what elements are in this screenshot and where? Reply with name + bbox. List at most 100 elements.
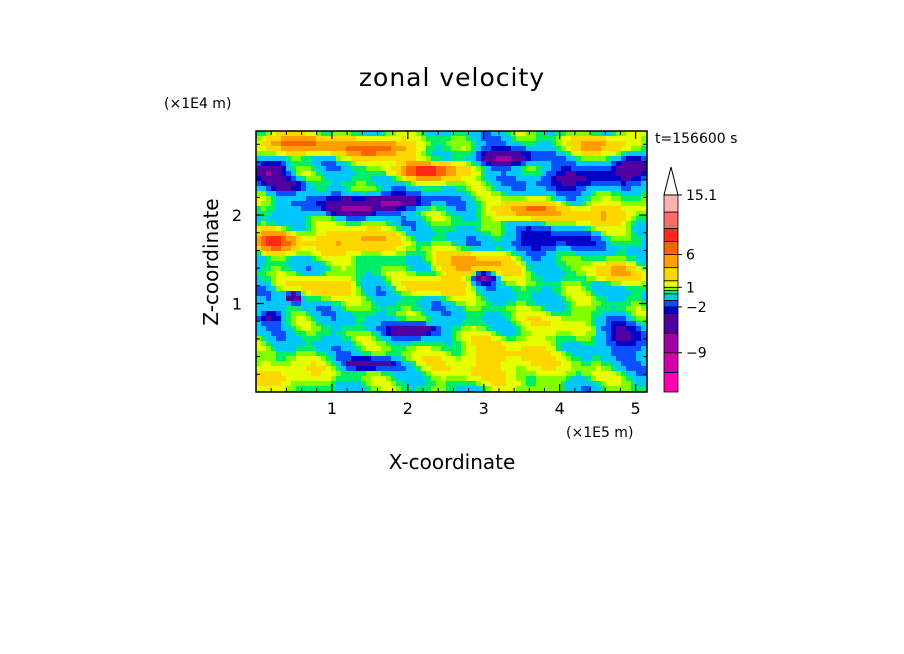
heat-cell [586, 291, 592, 297]
heat-cell [261, 256, 267, 262]
heat-cell [441, 261, 447, 267]
heat-cell [571, 166, 577, 172]
heat-cell [616, 156, 622, 162]
heat-cell [431, 386, 437, 392]
heat-cell [486, 266, 492, 272]
heat-cell [306, 376, 312, 382]
heat-cell [631, 316, 637, 322]
heat-cell [561, 366, 567, 372]
heat-cell [366, 386, 372, 392]
heat-cell [301, 166, 307, 172]
heat-cell [441, 191, 447, 197]
heat-cell [431, 176, 437, 182]
heat-cell [506, 331, 512, 337]
heat-cell [461, 281, 467, 287]
heat-cell [441, 291, 447, 297]
heat-cell [521, 301, 527, 307]
heat-cell [451, 221, 457, 227]
heat-cell [331, 166, 337, 172]
heat-cell [286, 321, 292, 327]
heat-cell [406, 156, 412, 162]
heat-cell [616, 221, 622, 227]
heat-cell [501, 326, 507, 332]
heat-cell [371, 266, 377, 272]
heat-cell [371, 256, 377, 262]
heat-cell [481, 246, 487, 252]
colorbar-band [663, 371, 679, 393]
heat-cell [421, 296, 427, 302]
heat-cell [426, 306, 432, 312]
heat-cell [521, 161, 527, 167]
heat-cell [356, 171, 362, 177]
heat-cell [586, 306, 592, 312]
heat-cell [521, 181, 527, 187]
heat-cell [366, 361, 372, 367]
heat-cell [326, 351, 332, 357]
heat-cell [291, 376, 297, 382]
heat-cell [266, 351, 272, 357]
heat-cell [466, 221, 472, 227]
heat-cell [631, 161, 637, 167]
heat-cell [261, 281, 267, 287]
heat-cell [356, 376, 362, 382]
heat-cell [346, 196, 352, 202]
heat-cell [561, 276, 567, 282]
heat-cell [641, 226, 647, 232]
heat-cell [396, 326, 402, 332]
heat-cell [541, 341, 547, 347]
heat-cell [451, 156, 457, 162]
heat-cell [381, 266, 387, 272]
heat-cell [351, 141, 357, 147]
heat-cell [471, 141, 477, 147]
heat-cell [301, 366, 307, 372]
heat-cell [326, 276, 332, 282]
heat-cell [591, 331, 597, 337]
heat-cell [636, 216, 642, 222]
heat-cell [401, 311, 407, 317]
heat-cell [641, 201, 647, 207]
heat-cell [356, 291, 362, 297]
heat-cell [276, 231, 282, 237]
heat-cell [526, 376, 532, 382]
heat-cell [556, 266, 562, 272]
heat-cell [356, 366, 362, 372]
heat-cell [376, 346, 382, 352]
heat-cell [261, 246, 267, 252]
heat-cell [601, 236, 607, 242]
heat-cell [486, 291, 492, 297]
heat-cell [631, 246, 637, 252]
heat-cell [556, 316, 562, 322]
heat-cell [301, 171, 307, 177]
heat-cell [426, 361, 432, 367]
heat-cell [571, 246, 577, 252]
heat-cell [296, 226, 302, 232]
heat-cell [256, 326, 262, 332]
heat-cell [301, 181, 307, 187]
heat-cell [316, 351, 322, 357]
heat-cell [621, 246, 627, 252]
heat-cell [581, 166, 587, 172]
heat-cell [626, 336, 632, 342]
heat-cell [566, 161, 572, 167]
heat-cell [296, 341, 302, 347]
x-tick-label: 5 [631, 399, 641, 418]
heat-cell [441, 336, 447, 342]
heat-cell [426, 246, 432, 252]
heat-cell [526, 156, 532, 162]
heat-cell [526, 191, 532, 197]
heat-cell [476, 201, 482, 207]
heat-cell [576, 206, 582, 212]
colorbar-tick-label: −2 [686, 300, 707, 316]
heat-cell [336, 216, 342, 222]
heat-cell [541, 211, 547, 217]
heat-cell [326, 261, 332, 267]
heat-cell [586, 141, 592, 147]
heat-cell [421, 326, 427, 332]
heat-cell [386, 271, 392, 277]
heat-cell [611, 276, 617, 282]
heat-cell [331, 256, 337, 262]
heat-cell [316, 201, 322, 207]
heat-cell [291, 261, 297, 267]
heat-cell [311, 271, 317, 277]
heat-cell [601, 281, 607, 287]
